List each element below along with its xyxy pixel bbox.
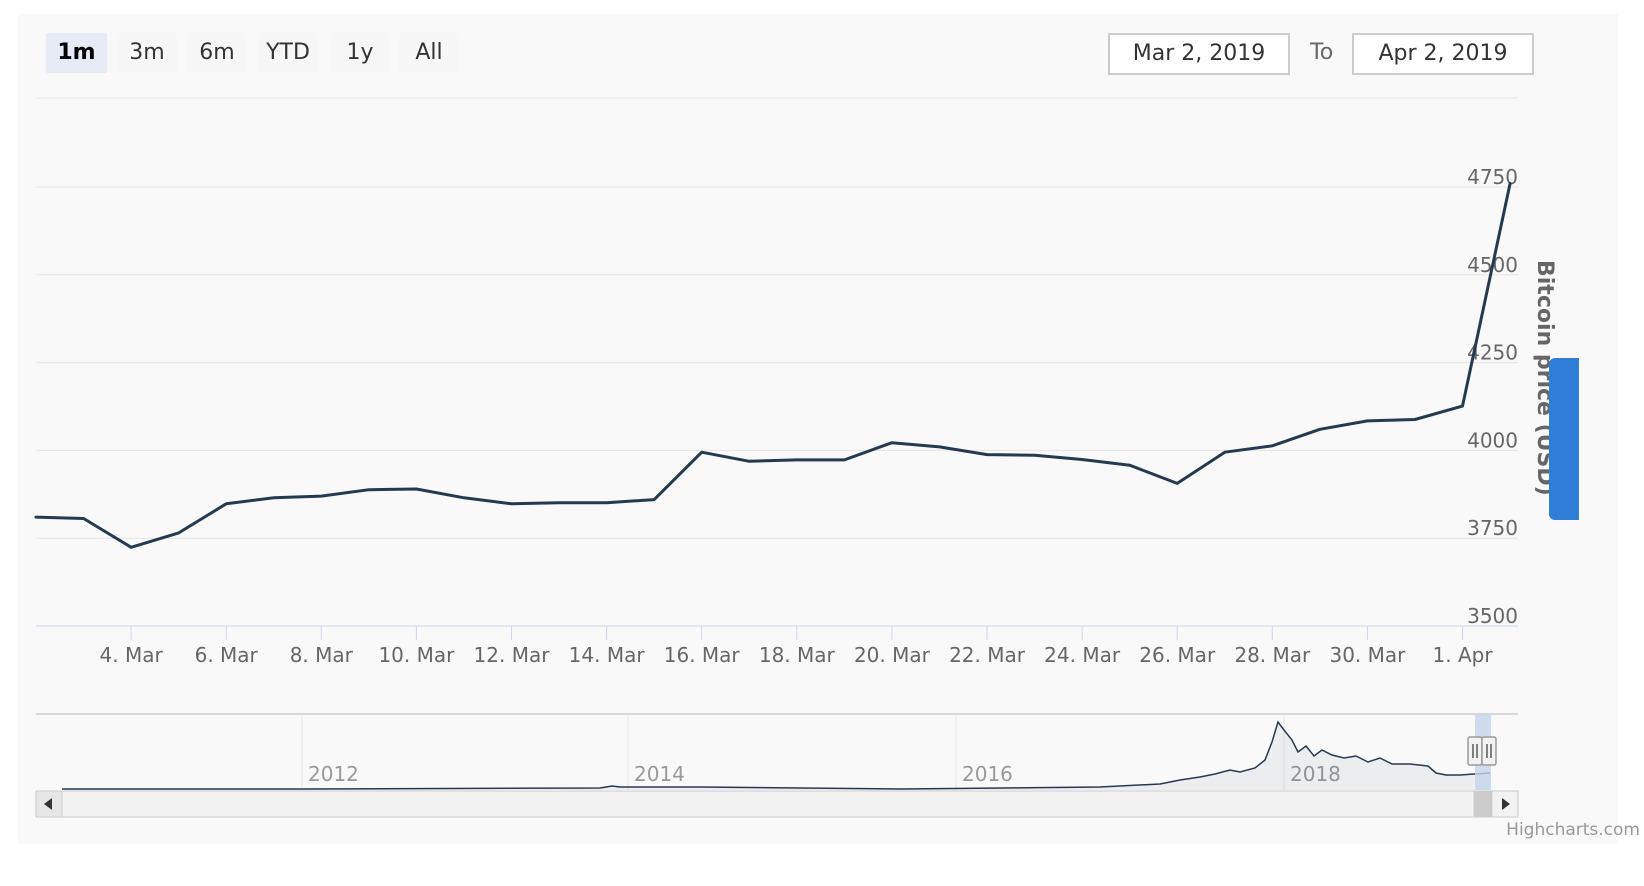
x-tick-label: 26. Mar: [1139, 643, 1216, 667]
range-button-all[interactable]: All: [399, 33, 459, 73]
navigator-area: [62, 722, 1490, 790]
arrow-left-icon: [44, 798, 52, 810]
x-tick-label: 24. Mar: [1044, 643, 1121, 667]
to-label: To: [1310, 40, 1334, 65]
navigator[interactable]: 2012 2014 2016 2018: [36, 713, 1518, 790]
navigator-handle-left[interactable]: [1467, 736, 1483, 766]
price-series-line[interactable]: [34, 182, 1512, 549]
scrollbar[interactable]: [35, 790, 1519, 818]
to-date-input[interactable]: Apr 2, 2019: [1352, 33, 1534, 75]
from-date-input[interactable]: Mar 2, 2019: [1108, 33, 1290, 75]
x-tick-label: 18. Mar: [759, 643, 836, 667]
chart-panel: [18, 14, 1618, 844]
x-tick-label: 8. Mar: [290, 643, 354, 667]
x-tick-label: 22. Mar: [949, 643, 1026, 667]
scrollbar-track[interactable]: [35, 790, 1519, 818]
x-tick-label: 12. Mar: [474, 643, 551, 667]
range-button-6m[interactable]: 6m: [187, 33, 247, 73]
range-button-1m[interactable]: 1m: [46, 33, 107, 73]
x-tick-label: 16. Mar: [664, 643, 741, 667]
navigator-series-line: [62, 720, 1491, 790]
navigator-handle-right[interactable]: [1481, 736, 1497, 766]
series-group: [34, 182, 1512, 549]
y-gridlines: [36, 97, 1518, 627]
x-tick-label: 10. Mar: [378, 643, 455, 667]
x-tick-label: 6. Mar: [195, 643, 259, 667]
x-tick-label: 4. Mar: [100, 643, 164, 667]
scrollbar-left-button[interactable]: [35, 790, 63, 818]
side-tab[interactable]: [1549, 358, 1579, 520]
credits-link[interactable]: Highcharts.com: [1506, 820, 1640, 840]
range-button-3m[interactable]: 3m: [117, 33, 177, 73]
y-tick-label: 3500: [1467, 604, 1518, 628]
navigator-year-label: 2014: [634, 762, 685, 786]
x-tick-label: 30. Mar: [1329, 643, 1406, 667]
range-button-1y[interactable]: 1y: [331, 33, 389, 73]
scrollbar-thumb[interactable]: [1473, 790, 1493, 818]
navigator-year-label: 2016: [962, 762, 1013, 786]
x-tick-label: 28. Mar: [1234, 643, 1311, 667]
navigator-year-label: 2012: [308, 762, 359, 786]
y-tick-label: 3750: [1467, 516, 1518, 540]
range-button-ytd[interactable]: YTD: [257, 33, 319, 73]
y-tick-label: 4000: [1467, 428, 1518, 452]
navigator-year-label: 2018: [1290, 762, 1341, 786]
x-tick-label: 20. Mar: [854, 643, 931, 667]
arrow-right-icon: [1502, 798, 1510, 810]
x-tick-label: 1. Apr: [1433, 643, 1494, 667]
x-tick-label: 14. Mar: [569, 643, 646, 667]
x-axis: 4. Mar 6. Mar 8. Mar 10. Mar 12. Mar 14. Mar 1…: [100, 626, 1494, 667]
